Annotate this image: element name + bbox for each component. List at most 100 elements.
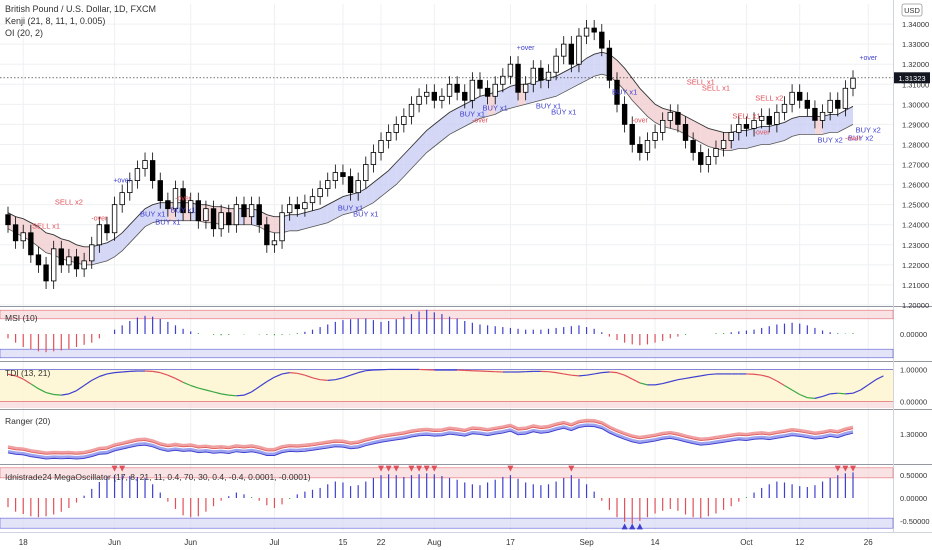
candle-body [43, 264, 49, 282]
band-segment [106, 238, 115, 261]
candle-body [781, 103, 788, 113]
over-label: +over [113, 178, 131, 185]
candle-body [340, 172, 346, 177]
candle-body [416, 95, 422, 105]
panel-tick-label: 0.00000 [900, 494, 927, 503]
time-tick-label: 15 [339, 538, 348, 547]
band-segment [708, 128, 716, 149]
tdi-line-segment [677, 377, 686, 381]
tdi-title: TDI (13, 21) [5, 368, 51, 378]
band-segment [297, 212, 305, 231]
band-segment [449, 108, 458, 135]
band-segment [807, 116, 815, 135]
price-tick-label: 1.28000 [902, 140, 929, 149]
time-tick-label: 12 [795, 538, 804, 547]
tdi-line-segment [327, 379, 336, 381]
band-segment [388, 162, 397, 191]
tdi-line-segment [236, 394, 245, 397]
candle-body [5, 214, 11, 226]
candle-body [561, 43, 567, 57]
band-segment [533, 80, 541, 103]
tdi-line-segment [91, 375, 100, 381]
candle-body [698, 152, 704, 165]
signal-label: SELL x1 [702, 83, 730, 92]
tdi-line-segment [30, 383, 39, 390]
candle-body [454, 83, 460, 93]
candle-body [203, 208, 209, 222]
tdi-line-segment [342, 374, 351, 379]
panel-tick-label: 0.00000 [900, 398, 927, 407]
grid [0, 4, 893, 530]
candle-body [104, 224, 110, 234]
candle-body [629, 124, 635, 145]
tdi-line-segment [631, 378, 641, 384]
price-tick-label: 1.29000 [902, 120, 929, 129]
candle-body [96, 224, 103, 246]
candle-body [766, 115, 772, 125]
msi-upper-zone [0, 309, 894, 320]
band-segment [761, 126, 770, 145]
candle-body [325, 180, 331, 190]
tdi-line-segment [114, 371, 123, 374]
time-tick-label: 17 [506, 538, 515, 547]
price-tick-label: 1.34000 [902, 20, 929, 29]
band-segment [700, 124, 709, 147]
mega-sell-triangle [850, 465, 856, 472]
signal-label: BUY x1 [170, 206, 195, 215]
band-segment [342, 194, 351, 215]
candle-body [477, 79, 483, 89]
tdi-line-segment [578, 374, 587, 377]
tdi-line-segment [350, 372, 359, 376]
candle-body [500, 75, 506, 85]
price-tick-label: 1.22000 [902, 261, 929, 270]
candle-body [195, 200, 201, 222]
tdi-line-segment [7, 373, 16, 377]
band-segment [548, 76, 557, 99]
candle-body [431, 91, 437, 101]
candle-body [439, 95, 445, 101]
kenji-indicator-label: Kenji (21, 8, 11, 1, 0.005) [5, 16, 105, 26]
signal-label: BUY x1 [353, 210, 378, 219]
ranger-panel[interactable]: 1.30000 [7, 418, 927, 460]
ranger-upper-line [7, 418, 854, 454]
band-segment [396, 154, 404, 185]
candle-body [134, 168, 141, 181]
mega-sell-triangle [431, 465, 438, 472]
price-axis[interactable]: 1.34000 1.33000 1.32000 1.31000 1.30000 1.290… [902, 20, 929, 310]
mega-sell-triangle [423, 465, 430, 472]
candle-body [271, 240, 278, 246]
band-segment [563, 68, 572, 93]
tdi-line-segment [175, 377, 184, 383]
signal-label: BUY x2 [856, 125, 881, 134]
candle-body [172, 188, 179, 210]
megaoscillator-panel[interactable]: 0.50000 0.00000 -0.50000 [0, 465, 930, 530]
currency-badge[interactable] [901, 3, 923, 17]
band-segment [335, 196, 343, 219]
tdi-panel[interactable]: 1.00000 0.00000 [0, 365, 927, 408]
band-segment [320, 204, 328, 225]
tdi-line-segment [205, 389, 214, 393]
candle-body [302, 202, 308, 210]
band-segment [411, 138, 420, 169]
mega-sell-triangle [393, 465, 400, 472]
time-axis[interactable]: 18 Jun Jun Jul 15 22 Aug 17 Sep 14 Oct 12 26 [19, 538, 873, 547]
msi-panel[interactable]: 0.00000 [0, 309, 927, 359]
signal-label: BUY x1 [460, 109, 485, 118]
price-tick-label: 1.33000 [902, 40, 929, 49]
tdi-line-segment [852, 389, 861, 394]
price-tick-label: 1.25000 [902, 201, 929, 210]
band-segment [837, 110, 846, 133]
tdi-line-segment [289, 372, 298, 374]
tdi-line-segment [616, 372, 625, 376]
mega-sell-triangle [416, 465, 423, 472]
msi-lower-zone [0, 348, 894, 359]
band-segment [426, 124, 435, 153]
price-tick-label: 1.26000 [902, 181, 929, 190]
tdi-line-segment [228, 394, 237, 397]
price-tick-label: 1.30000 [902, 100, 929, 109]
band-segment [784, 118, 793, 141]
band-segment [373, 176, 382, 203]
ranger-mid-upper-line [7, 421, 854, 455]
band-segment [479, 94, 488, 119]
